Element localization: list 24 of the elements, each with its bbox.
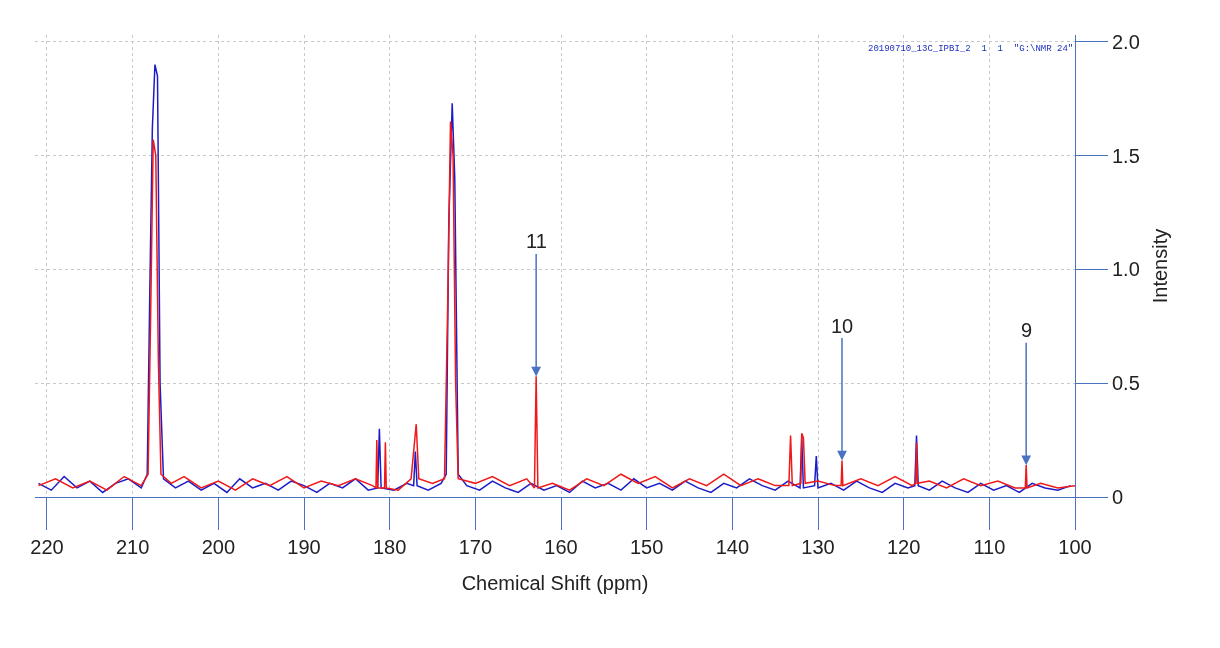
x-tick-label: 130 <box>801 536 835 558</box>
x-tick-label: 200 <box>201 536 236 558</box>
x-tick-label: 110 <box>973 536 1006 558</box>
annotation: 20190710_13C_IPBI_2 1 1 "G:\NMR 24" <box>868 44 1074 54</box>
annotation: 9 <box>1021 319 1033 341</box>
y-tick-label: 0.5 <box>1112 372 1140 395</box>
y-tick-label: 0 <box>1112 486 1124 508</box>
x-tick-label: 140 <box>715 536 750 558</box>
x-tick-label: 150 <box>629 536 664 558</box>
annotation: 11 <box>526 230 547 252</box>
y-tick-label: 1.5 <box>1112 144 1140 167</box>
x-tick-label: 160 <box>544 536 578 558</box>
x-tick-label: 220 <box>30 536 64 558</box>
x-axis-title: Chemical Shift (ppm) <box>461 571 649 594</box>
x-tick-label: 120 <box>886 536 921 558</box>
x-tick-label: 170 <box>458 536 493 558</box>
x-tick-label: 100 <box>1058 536 1092 558</box>
annotation: 10 <box>831 315 854 337</box>
y-axis-title: Intensity <box>1149 228 1172 304</box>
x-tick-label: 180 <box>372 536 407 558</box>
x-tick-label: 190 <box>287 536 321 558</box>
x-tick-label: 210 <box>115 536 150 558</box>
y-tick-label: 2.0 <box>1112 30 1140 53</box>
y-tick-label: 1.0 <box>1112 258 1140 281</box>
